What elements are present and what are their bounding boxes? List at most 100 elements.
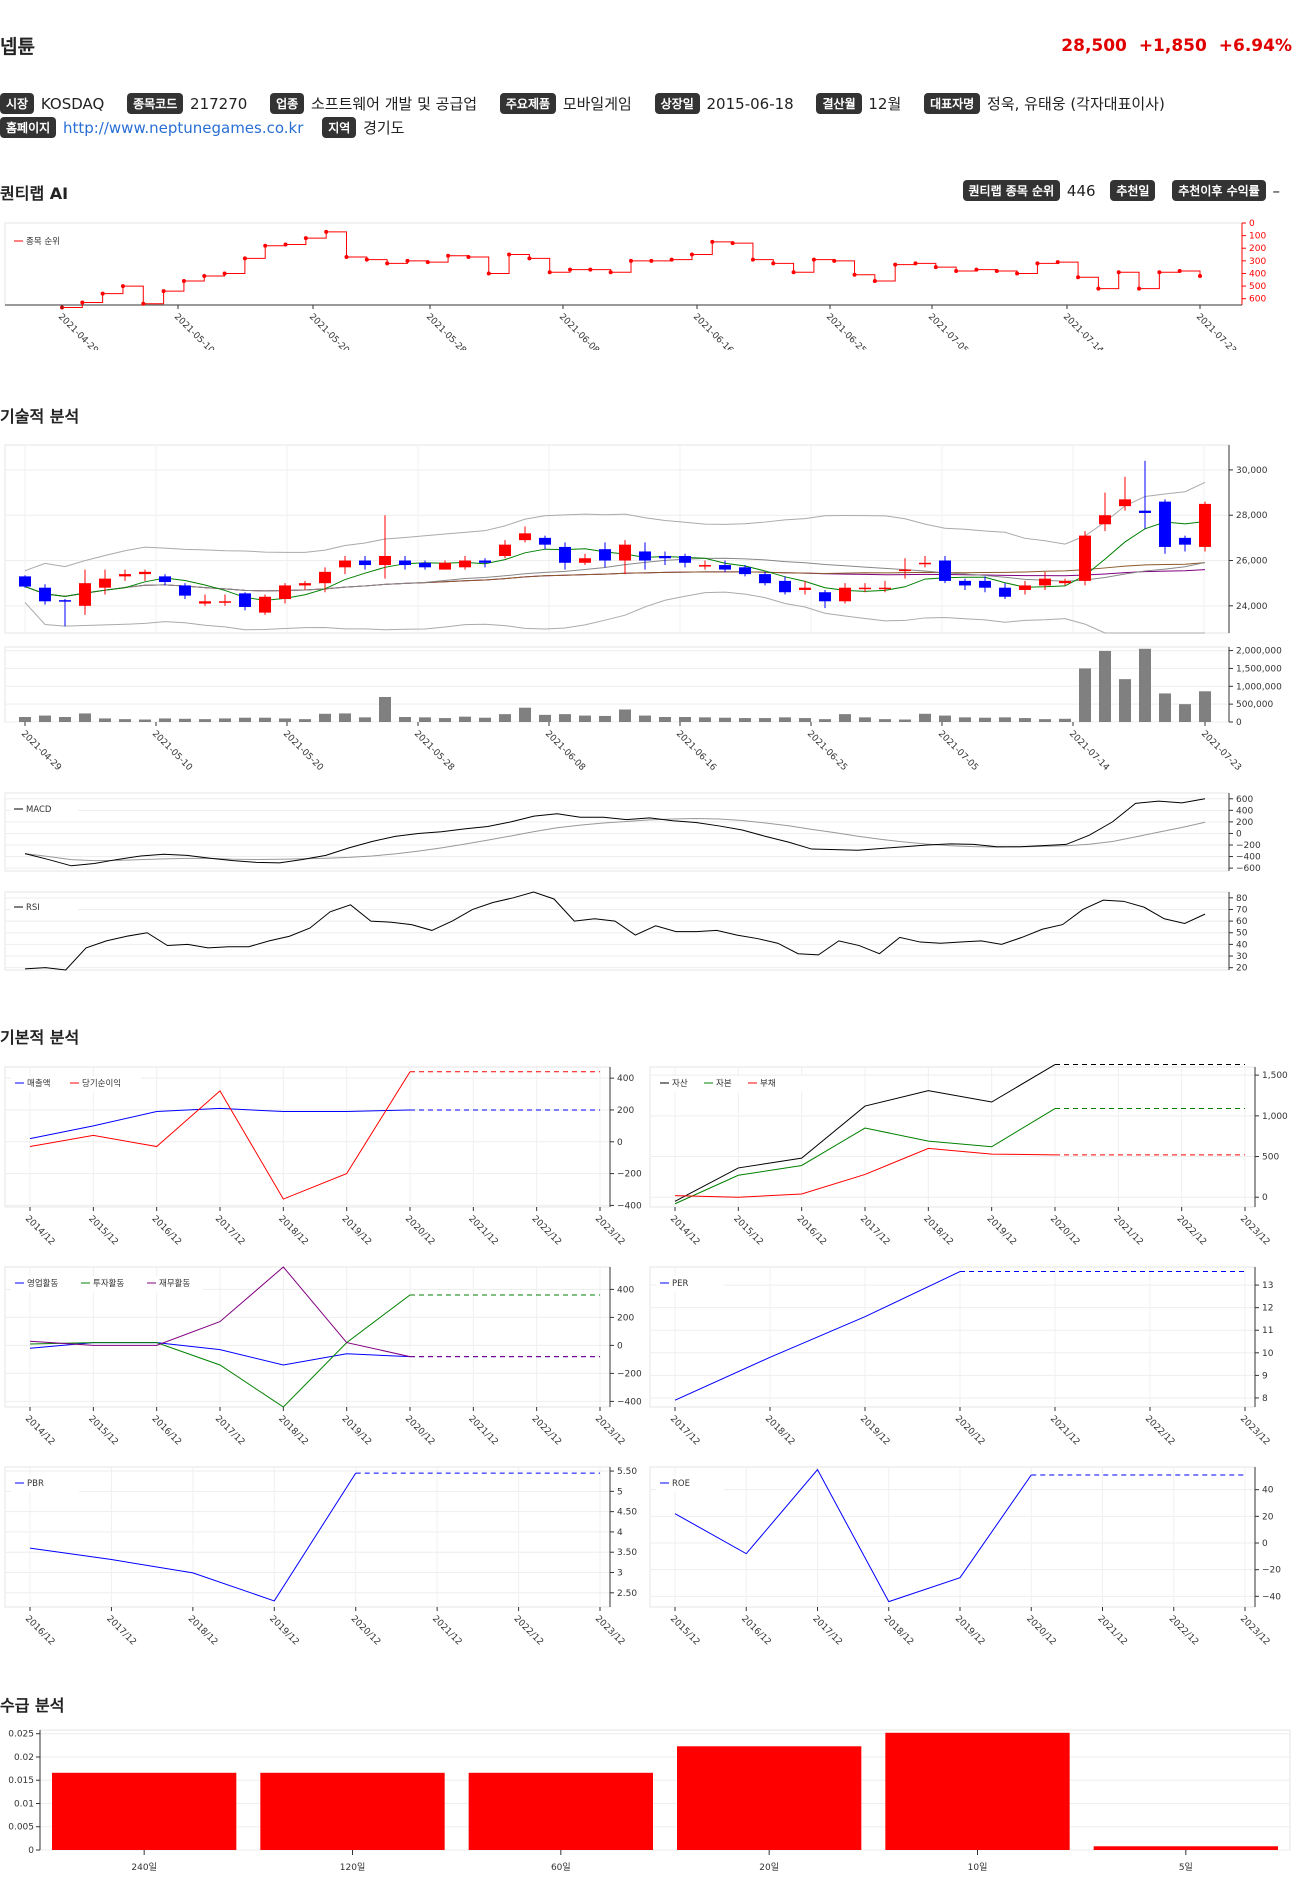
- rank-point: [791, 270, 796, 275]
- y-tick-label: 28,000: [1236, 511, 1268, 521]
- ma-20: [24, 557, 1206, 597]
- volume-bar: [679, 717, 691, 722]
- volume-bar: [459, 716, 471, 722]
- legend-label: 종목 순위: [26, 237, 60, 247]
- section-title-flow: 수급 분석: [0, 1696, 65, 1715]
- y-tick-label: 12: [1262, 1304, 1273, 1314]
- volume-bar: [199, 719, 211, 722]
- x-tick-label: 2015/12: [731, 1214, 765, 1248]
- x-tick-label: 2023/12: [1238, 1214, 1272, 1248]
- rank-point: [974, 267, 979, 272]
- x-tick-label: 2021-06-25: [824, 312, 868, 350]
- x-tick-label: 2023/12: [593, 1414, 627, 1448]
- candle-body: [1059, 580, 1071, 584]
- rsi-line: [24, 891, 1206, 971]
- y-tick-label: 0: [1236, 829, 1242, 839]
- candle-body: [39, 587, 51, 602]
- rank-point: [832, 258, 837, 263]
- x-tick-label: 2021/12: [1111, 1214, 1145, 1248]
- x-tick-label: 2021-07-14: [1061, 312, 1105, 350]
- x-tick-label: 2020/12: [1048, 1214, 1082, 1248]
- volume-bar: [1019, 718, 1031, 722]
- section-title-ai: 퀀티랩 AI: [0, 184, 69, 203]
- volume-bar: [1179, 704, 1191, 722]
- x-tick-label: 2014/12: [23, 1414, 57, 1448]
- volume-bar: [799, 718, 811, 722]
- y-tick-label: 2,000,000: [1236, 647, 1282, 657]
- rank-point: [100, 291, 105, 296]
- rank-chart: 0 100 200 300 400 500 600 종목 순위 2021-04-29 2021-0…: [0, 215, 1296, 356]
- candle-body: [559, 546, 571, 563]
- volume-bar: [639, 715, 651, 722]
- y-tick-label: 0: [617, 1138, 623, 1148]
- current-price: 28,500: [1061, 36, 1127, 56]
- x-tick-label: 2017/12: [810, 1614, 844, 1648]
- y-tick-label: −20: [1262, 1566, 1281, 1576]
- y-tick-label: 4: [617, 1528, 623, 1538]
- rank-point: [324, 229, 329, 234]
- rank-point: [954, 268, 959, 273]
- volume-bar: [779, 717, 791, 722]
- x-tick-label: 2017/12: [668, 1414, 702, 1448]
- bollinger-lower: [24, 591, 1205, 634]
- rank-point: [120, 284, 125, 289]
- x-tick-label: 2023/12: [593, 1614, 627, 1648]
- volume-bar: [559, 714, 571, 722]
- legend-label: 부채: [760, 1078, 776, 1089]
- candle-body: [259, 596, 271, 613]
- y-tick-label: 30,000: [1236, 466, 1268, 476]
- rec-date-badge: 추천일: [1110, 180, 1156, 201]
- volume-bar: [759, 718, 771, 722]
- homepage-badge: 홈페이지: [0, 117, 57, 138]
- candle-body: [399, 560, 411, 566]
- industry-value: 소프트웨어 개발 및 공급업: [310, 95, 478, 113]
- x-tick-label: 2022/12: [1175, 1214, 1209, 1248]
- rank-point: [547, 270, 552, 275]
- y-tick-label: 200: [1249, 244, 1266, 254]
- x-tick-label: 2019/12: [267, 1614, 301, 1648]
- y-tick-label: −600: [1236, 864, 1261, 874]
- candle-body: [979, 580, 991, 588]
- x-tick-label: 2019/12: [953, 1614, 987, 1648]
- flow-bar: [1093, 1846, 1278, 1850]
- x-tick-label: 20일: [759, 1862, 779, 1873]
- y-tick-label: 0.015: [8, 1776, 34, 1786]
- legend-label: 재무활동: [159, 1278, 190, 1289]
- series-line: [29, 1071, 411, 1200]
- series-line: [29, 1472, 357, 1602]
- y-tick-label: 500,000: [1236, 700, 1273, 710]
- rank-point: [202, 273, 207, 278]
- plot-frame: [649, 1266, 1256, 1408]
- candle-body: [1079, 535, 1091, 581]
- flow-bar: [260, 1772, 445, 1850]
- homepage-link[interactable]: http://www.neptunegames.co.kr: [62, 119, 304, 137]
- y-tick-label: 0.025: [8, 1730, 34, 1740]
- candle-body: [439, 562, 451, 570]
- volume-bar: [139, 719, 151, 722]
- plot-frame: [4, 792, 1230, 872]
- candle-body: [839, 587, 851, 602]
- legend-box: [656, 1076, 848, 1092]
- y-tick-label: 400: [1236, 806, 1253, 816]
- rank-point: [507, 252, 512, 257]
- candle-body: [199, 601, 211, 604]
- technical-chart-svg: 24,000 26,000 28,000 30,000 0 500,000 1,000,00…: [4, 444, 1282, 974]
- y-tick-label: 600: [1249, 295, 1266, 305]
- volume-bar: [319, 713, 331, 722]
- legend-box: [11, 1476, 79, 1492]
- candle-body: [739, 567, 751, 575]
- rank-point: [1096, 286, 1101, 291]
- candle-body: [899, 569, 911, 572]
- rank-point: [1137, 286, 1142, 291]
- flow-chart: 0 0.005 0.01 0.015 0.02 0.025 240일 120일 60일 20일 10…: [0, 1725, 1296, 1897]
- rank-chart-svg: 0 100 200 300 400 500 600 종목 순위 2021-04-29 2021-0…: [4, 219, 1266, 356]
- price-change: +1,850: [1138, 36, 1207, 56]
- y-tick-label: 0.005: [8, 1823, 34, 1833]
- candle-body: [419, 562, 431, 568]
- rank-point: [1177, 268, 1182, 273]
- volume-bar: [59, 717, 71, 722]
- title-row: 넵튠 28,500 +1,850 +6.94%: [0, 32, 1296, 62]
- x-tick-label: 2021-04-29: [19, 729, 63, 773]
- x-tick-label: 2018/12: [276, 1414, 310, 1448]
- y-tick-label: 1,000,000: [1236, 682, 1282, 692]
